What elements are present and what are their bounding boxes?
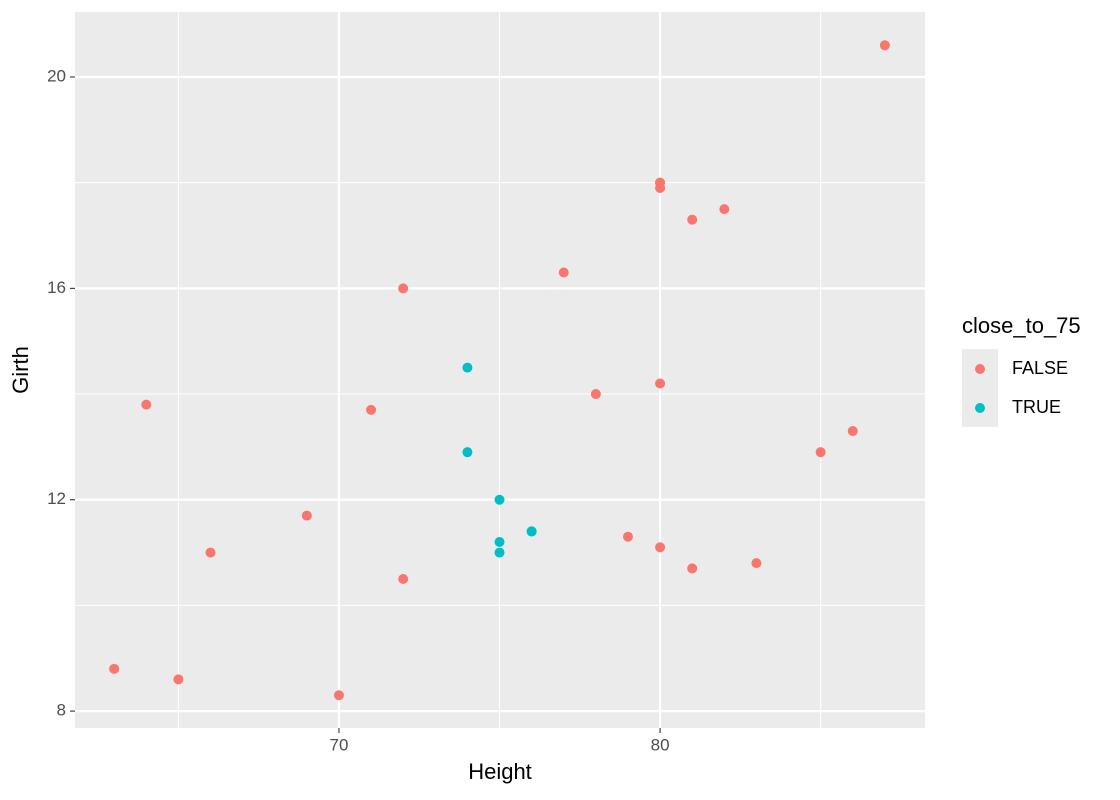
- legend-label: TRUE: [1012, 397, 1061, 417]
- point: [526, 526, 537, 537]
- point: [494, 547, 505, 558]
- x-tick-label: 80: [651, 735, 670, 754]
- point: [205, 547, 216, 558]
- point: [655, 177, 666, 188]
- point: [109, 663, 120, 674]
- y-tick-label: 16: [47, 278, 66, 297]
- point: [333, 690, 344, 701]
- point: [847, 426, 858, 437]
- point: [655, 378, 666, 389]
- x-tick-label: 70: [329, 735, 348, 754]
- point: [879, 40, 890, 51]
- legend-label: FALSE: [1012, 358, 1068, 378]
- point: [655, 542, 666, 553]
- point: [622, 531, 633, 542]
- point: [366, 404, 377, 415]
- point: [398, 283, 409, 294]
- point: [558, 267, 569, 278]
- point: [173, 674, 184, 685]
- point: [815, 447, 826, 458]
- point: [301, 510, 312, 521]
- y-tick-label: 8: [57, 701, 66, 720]
- point: [719, 204, 730, 215]
- x-axis-title: Height: [468, 759, 532, 784]
- legend-key: [975, 403, 985, 413]
- legend-title: close_to_75: [962, 313, 1081, 338]
- point: [141, 399, 152, 410]
- y-axis-title: Girth: [8, 346, 33, 394]
- y-tick-label: 12: [47, 489, 66, 508]
- point: [687, 214, 698, 225]
- point: [590, 389, 601, 400]
- point: [687, 563, 698, 574]
- y-tick-label: 20: [47, 66, 66, 85]
- point: [751, 558, 762, 569]
- point: [398, 573, 409, 584]
- legend-key: [975, 364, 985, 374]
- legend-key-bg: [962, 349, 998, 427]
- point: [494, 494, 505, 505]
- point: [462, 362, 473, 373]
- point: [462, 447, 473, 458]
- point: [494, 536, 505, 547]
